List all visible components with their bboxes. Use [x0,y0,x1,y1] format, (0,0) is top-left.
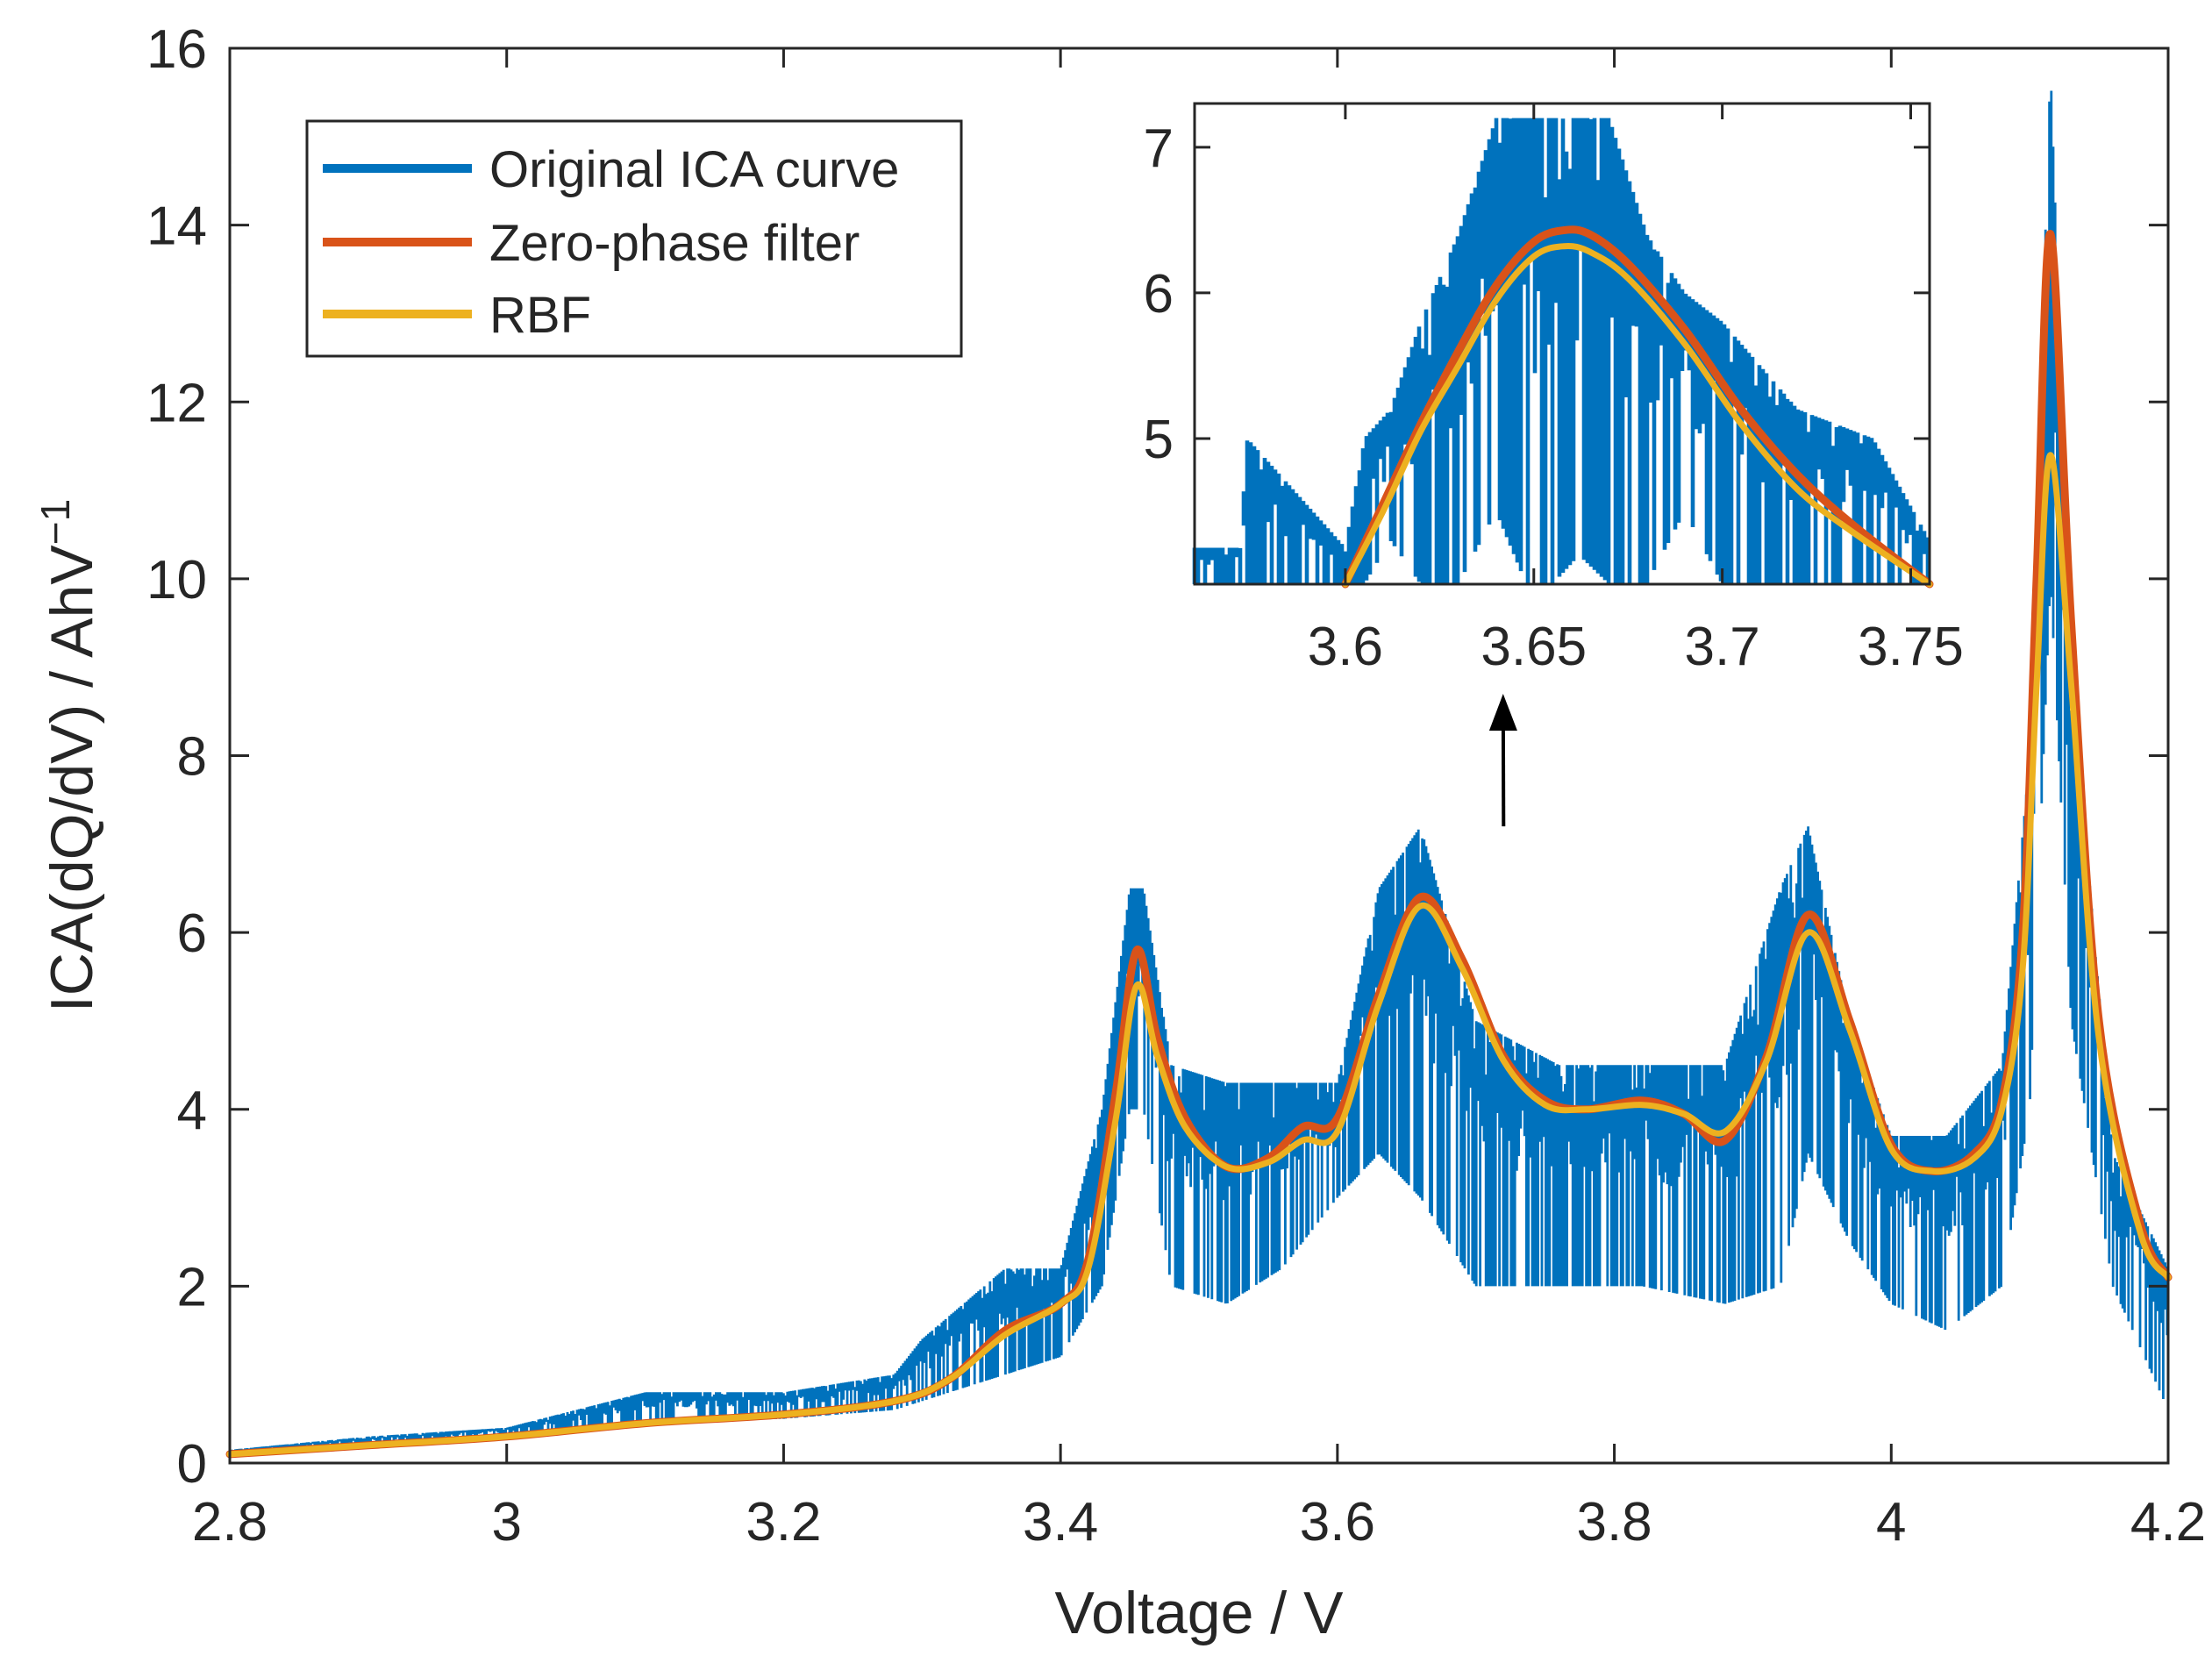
main-x-tick-label: 4.2 [2130,1492,2206,1552]
legend: Original ICA curve Zero-phase filter RBF [305,119,963,358]
y-axis-label: ICA(dQ/dV) / AhV−1 [32,499,105,1012]
main-x-tick-label: 3.6 [1300,1492,1375,1552]
inset-x-tick-label: 3.65 [1481,617,1587,677]
y-axis-label-base: ICA(dQ/dV) / AhV [39,545,105,1013]
main-x-tick-label: 2.8 [192,1492,268,1552]
inset-ticks: 3.6 3.65 3.7 3.75 5 6 7 [1144,104,1964,677]
zoom-arrow [1488,694,1517,827]
legend-label-rbf: RBF [489,287,591,344]
main-ticks: 2.8 3 3.2 3.4 3.6 3.8 4 4.2 0 2 4 6 8 10 12 14 16 [146,19,2206,1552]
inset-y-tick-label: 6 [1144,264,1174,325]
rbf-line [226,452,2172,1458]
main-y-tick-label: 16 [146,19,207,80]
legend-label-zero-phase: Zero-phase filter [489,215,860,272]
inset-rbf-line [1342,243,1933,588]
main-y-tick-label: 12 [146,373,207,433]
main-x-tick-label: 3 [491,1492,521,1552]
inset-x-tick-label: 3.6 [1308,617,1383,677]
inset-plot: 3.6 3.65 3.7 3.75 5 6 7 [1144,102,1964,677]
legend-label-original: Original ICA curve [489,141,899,198]
y-axis-label-superscript: −1 [32,499,78,545]
main-plot: 2.8 3 3.2 3.4 3.6 3.8 4 4.2 0 2 4 6 8 10 12 14 16 Voltag… [32,19,2206,1646]
inset-y-tick-label: 7 [1144,118,1174,179]
main-x-tick-label: 3.8 [1576,1492,1652,1552]
inset-series-layer [1192,118,1934,589]
x-axis-label: Voltage / V [1055,1580,1345,1646]
zoom-arrow-head [1488,694,1517,732]
main-y-tick-label: 14 [146,196,207,257]
main-series-layer [225,90,2173,1459]
main-x-tick-label: 3.2 [746,1492,821,1552]
main-y-tick-label: 4 [177,1081,207,1141]
inset-axes-frame [1193,102,1931,586]
main-y-tick-label: 0 [177,1434,207,1495]
main-x-tick-label: 3.4 [1023,1492,1098,1552]
main-x-tick-label: 4 [1876,1492,1906,1552]
inset-y-tick-label: 5 [1144,410,1174,470]
inset-x-tick-label: 3.75 [1858,617,1964,677]
main-y-tick-label: 2 [177,1257,207,1317]
main-y-tick-label: 10 [146,550,207,610]
main-y-tick-label: 6 [177,903,207,964]
inset-x-tick-label: 3.7 [1685,617,1760,677]
main-y-tick-label: 8 [177,727,207,788]
inset-zero-phase-filter-line [1341,225,1934,589]
